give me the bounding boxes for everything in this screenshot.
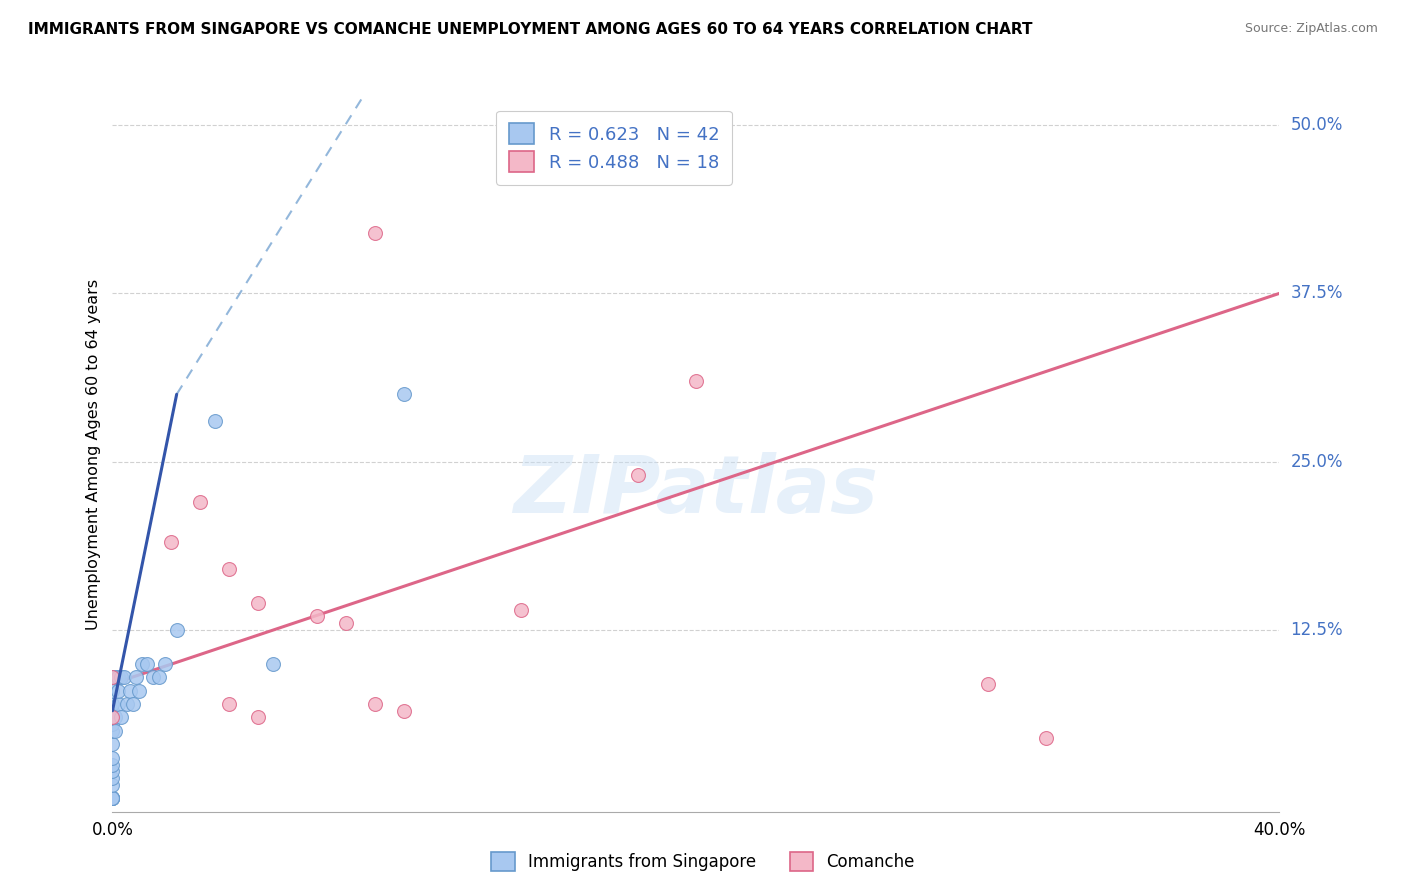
Point — [101, 723, 124, 738]
Point — [101, 751, 124, 765]
Point — [142, 670, 165, 684]
Point — [112, 670, 135, 684]
Point — [122, 697, 145, 711]
Point — [107, 697, 129, 711]
Point — [101, 791, 124, 805]
Point — [101, 778, 124, 792]
Y-axis label: Unemployment Among Ages 60 to 64 years: Unemployment Among Ages 60 to 64 years — [86, 279, 101, 631]
Point — [101, 670, 124, 684]
Point — [394, 704, 416, 718]
Text: 25.0%: 25.0% — [1291, 452, 1343, 471]
Point — [262, 657, 284, 671]
Point — [204, 414, 226, 428]
Point — [335, 616, 357, 631]
Text: 37.5%: 37.5% — [1291, 285, 1343, 302]
Point — [101, 710, 124, 724]
Point — [101, 704, 124, 718]
Point — [101, 764, 124, 779]
Point — [101, 710, 124, 724]
Point — [394, 387, 416, 401]
Point — [364, 697, 387, 711]
Point — [509, 603, 531, 617]
Point — [101, 791, 124, 805]
Point — [101, 683, 124, 698]
Point — [305, 609, 328, 624]
Legend: Immigrants from Singapore, Comanche: Immigrants from Singapore, Comanche — [484, 843, 922, 880]
Point — [1035, 731, 1057, 745]
Point — [218, 562, 240, 576]
Point — [247, 596, 270, 610]
Point — [104, 670, 127, 684]
Point — [101, 791, 124, 805]
Point — [128, 683, 150, 698]
Point — [218, 697, 240, 711]
Point — [101, 757, 124, 772]
Point — [101, 670, 124, 684]
Point — [685, 374, 707, 388]
Point — [101, 791, 124, 805]
Text: 12.5%: 12.5% — [1291, 621, 1343, 639]
Point — [247, 710, 270, 724]
Text: 50.0%: 50.0% — [1291, 116, 1343, 134]
Point — [131, 657, 153, 671]
Text: ZIPatlas: ZIPatlas — [513, 451, 879, 530]
Point — [107, 670, 129, 684]
Point — [101, 791, 124, 805]
Point — [364, 226, 387, 240]
Point — [101, 717, 124, 731]
Point — [101, 771, 124, 785]
Point — [976, 677, 998, 691]
Point — [148, 670, 170, 684]
Point — [101, 791, 124, 805]
Point — [115, 697, 138, 711]
Point — [110, 710, 132, 724]
Point — [118, 683, 141, 698]
Point — [125, 670, 148, 684]
Point — [153, 657, 176, 671]
Point — [188, 495, 211, 509]
Point — [166, 623, 188, 637]
Point — [104, 723, 127, 738]
Point — [110, 670, 132, 684]
Point — [104, 710, 127, 724]
Point — [160, 535, 183, 549]
Point — [107, 683, 129, 698]
Point — [101, 738, 124, 752]
Text: Source: ZipAtlas.com: Source: ZipAtlas.com — [1244, 22, 1378, 36]
Text: IMMIGRANTS FROM SINGAPORE VS COMANCHE UNEMPLOYMENT AMONG AGES 60 TO 64 YEARS COR: IMMIGRANTS FROM SINGAPORE VS COMANCHE UN… — [28, 22, 1032, 37]
Point — [627, 468, 650, 483]
Legend: R = 0.623   N = 42, R = 0.488   N = 18: R = 0.623 N = 42, R = 0.488 N = 18 — [496, 111, 733, 185]
Point — [136, 657, 159, 671]
Point — [101, 697, 124, 711]
